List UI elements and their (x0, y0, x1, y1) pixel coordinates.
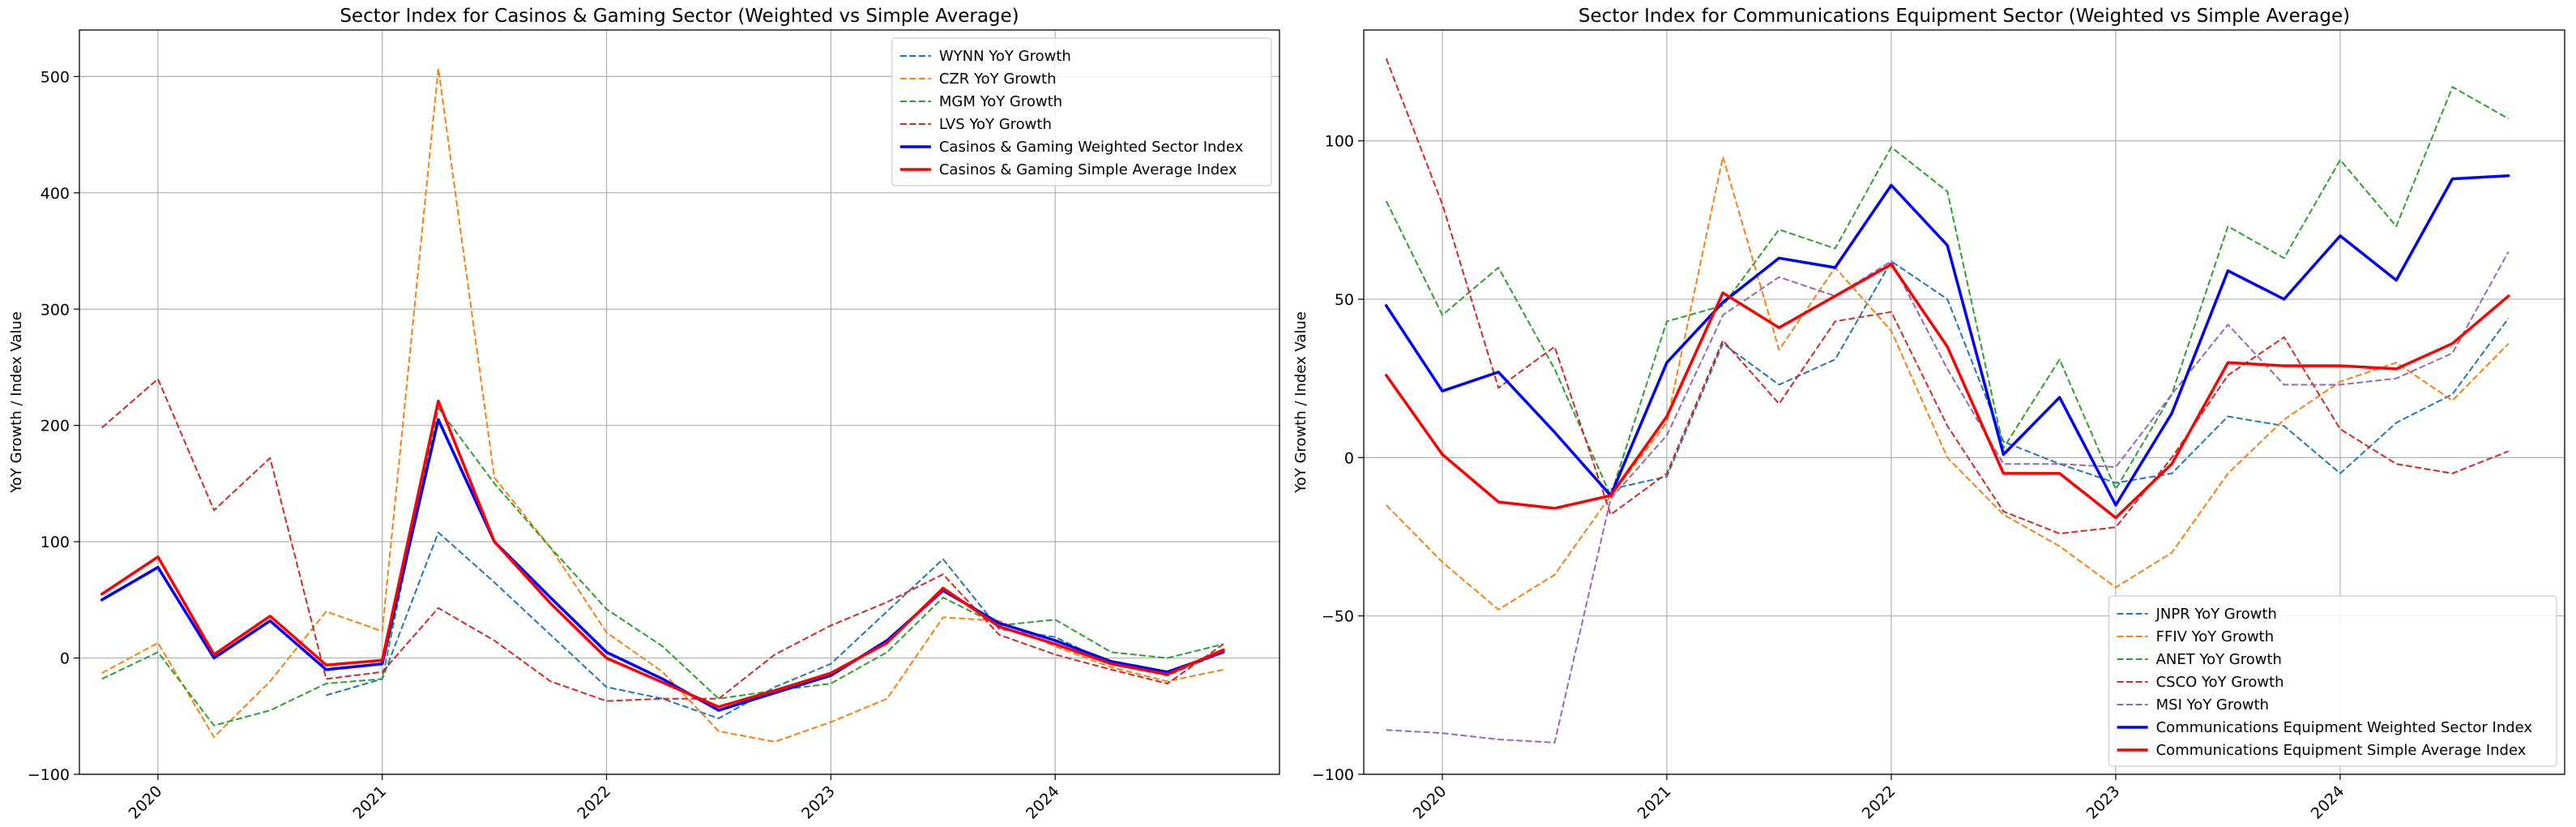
chart-title: Sector Index for Casinos & Gaming Sector… (340, 6, 1019, 27)
series-lines (1384, 58, 2510, 743)
plot-frame (1363, 29, 2565, 775)
y-tick-label: 400 (41, 185, 70, 203)
series-line (100, 418, 1225, 712)
legend: WYNN YoY Growth CZR YoY Growth MGM YoY Gro… (891, 37, 1272, 186)
y-tick-label: −100 (28, 766, 70, 784)
series-lines (100, 67, 1225, 743)
legend-label: Casinos & Gaming Weighted Sector Index (939, 139, 1244, 156)
series-line (101, 67, 1224, 743)
y-tick-label: 200 (41, 418, 70, 435)
legend-label: MGM YoY Growth (939, 93, 1062, 110)
legend: JNPR YoY Growth FFIV YoY Growth ANET YoY G… (2108, 595, 2557, 767)
legend-label: CZR YoY Growth (939, 71, 1057, 88)
legend-label: ANET YoY Growth (2156, 651, 2282, 668)
series-line (1385, 86, 2510, 497)
legend-label: CSCO YoY Growth (2156, 674, 2284, 691)
series-line (101, 378, 1224, 702)
series-line (101, 407, 1224, 726)
y-axis-label: YoY Growth / Index Value (8, 311, 25, 494)
series-line (1610, 260, 2510, 491)
y-tick-label: 50 (1335, 291, 1354, 309)
y-tick-label: 300 (41, 301, 70, 319)
legend-label: FFIV YoY Growth (2156, 628, 2275, 645)
legend-box (2108, 595, 2557, 767)
y-tick-label: 0 (60, 650, 70, 668)
y-tick-label: 100 (41, 533, 70, 551)
legend-label: WYNN YoY Growth (939, 48, 1071, 65)
y-tick-label: 500 (41, 68, 70, 86)
legend-label: MSI YoY Growth (2156, 696, 2269, 713)
chart-title: Sector Index for Communications Equipmen… (1578, 6, 2350, 27)
legend-label: JNPR YoY Growth (2155, 606, 2277, 623)
series-line (1384, 174, 2510, 507)
series-line (1386, 251, 2510, 743)
legend-label: Casinos & Gaming Simple Average Index (939, 161, 1237, 178)
legend-label: Communications Equipment Weighted Sector… (2156, 719, 2533, 736)
y-tick-label: 0 (1344, 449, 1354, 467)
series-line (100, 399, 1225, 709)
casinos-gaming-chart: Sector Index for Casinos & Gaming Sector… (8, 6, 1280, 823)
legend-box (891, 37, 1272, 186)
series-line (326, 531, 1224, 720)
series-line (1384, 263, 2510, 520)
series-line (1385, 58, 2510, 535)
y-axis-label: YoY Growth / Index Value (1292, 311, 1309, 494)
series-line (1385, 156, 2510, 611)
y-tick-label: −50 (1322, 608, 1354, 626)
plot-frame (79, 29, 1280, 775)
legend-label: Communications Equipment Simple Average … (2156, 742, 2527, 759)
y-tick-label: −100 (1312, 766, 1354, 784)
legend-label: LVS YoY Growth (939, 116, 1052, 133)
y-tick-label: 100 (1325, 133, 1354, 151)
